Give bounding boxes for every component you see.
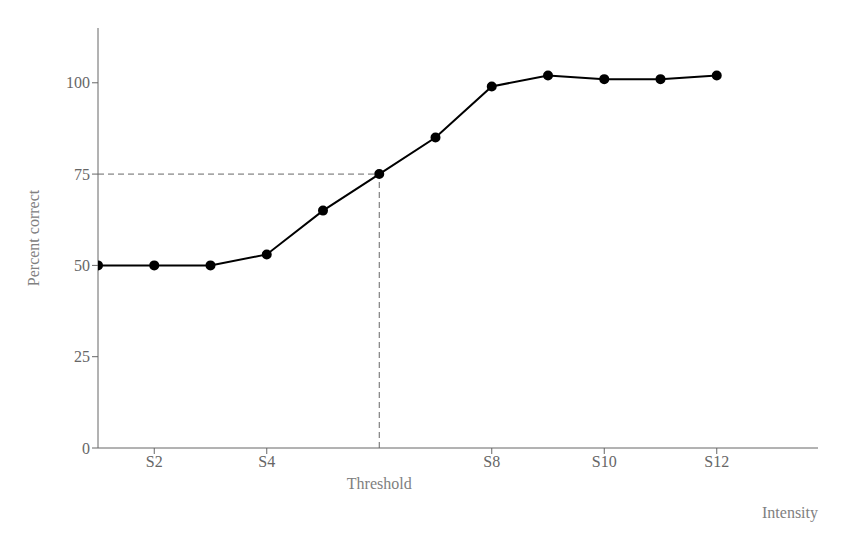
svg-text:S4: S4: [258, 453, 275, 470]
svg-text:Percent correct: Percent correct: [25, 189, 42, 286]
svg-text:Intensity: Intensity: [762, 504, 818, 522]
svg-text:Threshold: Threshold: [347, 475, 412, 492]
svg-text:S10: S10: [592, 453, 617, 470]
svg-text:S8: S8: [483, 453, 500, 470]
svg-text:S2: S2: [146, 453, 163, 470]
svg-text:100: 100: [66, 74, 90, 91]
svg-text:S12: S12: [704, 453, 729, 470]
svg-text:50: 50: [74, 257, 90, 274]
svg-text:25: 25: [74, 348, 90, 365]
svg-text:75: 75: [74, 166, 90, 183]
svg-text:0: 0: [82, 440, 90, 457]
